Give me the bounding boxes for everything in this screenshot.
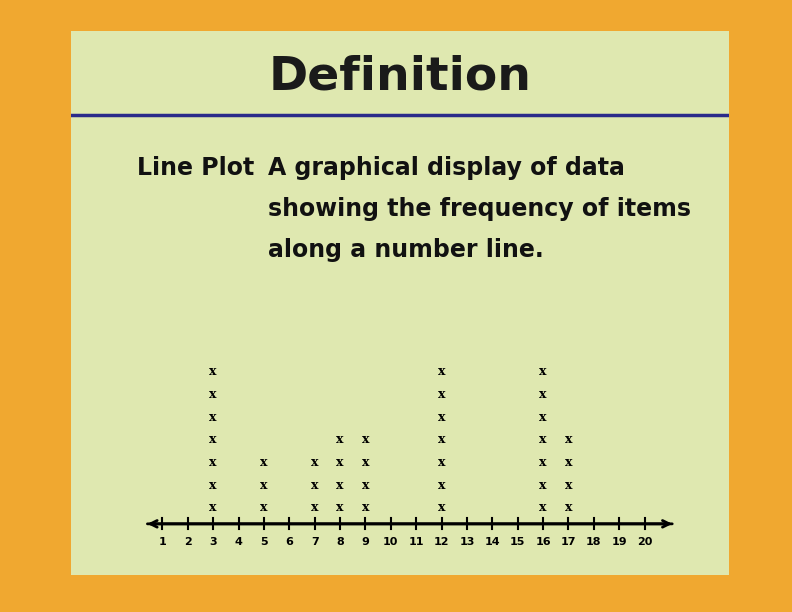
Text: x: x xyxy=(209,388,217,401)
Text: showing the frequency of items: showing the frequency of items xyxy=(268,196,691,221)
Text: Definition: Definition xyxy=(268,54,531,99)
Text: x: x xyxy=(565,433,572,446)
Text: 4: 4 xyxy=(234,537,242,547)
Text: x: x xyxy=(362,501,369,515)
Text: 10: 10 xyxy=(383,537,398,547)
Text: x: x xyxy=(565,501,572,515)
Text: 8: 8 xyxy=(336,537,344,547)
Text: x: x xyxy=(362,456,369,469)
Text: x: x xyxy=(337,433,344,446)
Text: 19: 19 xyxy=(611,537,627,547)
Text: A graphical display of data: A graphical display of data xyxy=(268,156,626,180)
Text: 2: 2 xyxy=(184,537,192,547)
Text: x: x xyxy=(565,479,572,491)
Text: x: x xyxy=(337,501,344,515)
Text: x: x xyxy=(337,456,344,469)
Text: x: x xyxy=(311,456,318,469)
Text: x: x xyxy=(539,433,546,446)
Text: 13: 13 xyxy=(459,537,474,547)
Text: x: x xyxy=(438,388,445,401)
Text: x: x xyxy=(209,501,217,515)
Text: x: x xyxy=(539,456,546,469)
Text: x: x xyxy=(337,479,344,491)
Text: x: x xyxy=(438,479,445,491)
Text: x: x xyxy=(260,456,268,469)
Text: 12: 12 xyxy=(434,537,449,547)
Text: 17: 17 xyxy=(561,537,576,547)
Text: 6: 6 xyxy=(285,537,293,547)
Text: 9: 9 xyxy=(361,537,369,547)
Text: x: x xyxy=(209,456,217,469)
Text: x: x xyxy=(209,479,217,491)
Text: x: x xyxy=(539,479,546,491)
Text: 1: 1 xyxy=(158,537,166,547)
Text: x: x xyxy=(565,456,572,469)
Text: along a number line.: along a number line. xyxy=(268,237,544,261)
Text: 14: 14 xyxy=(485,537,500,547)
Text: 18: 18 xyxy=(586,537,602,547)
Text: 15: 15 xyxy=(510,537,525,547)
Text: x: x xyxy=(438,501,445,515)
Text: x: x xyxy=(311,479,318,491)
Text: x: x xyxy=(438,456,445,469)
Text: 16: 16 xyxy=(535,537,551,547)
Text: x: x xyxy=(438,411,445,424)
Text: 3: 3 xyxy=(209,537,217,547)
Text: x: x xyxy=(438,365,445,378)
Text: x: x xyxy=(539,411,546,424)
Text: Line Plot: Line Plot xyxy=(137,156,254,180)
Text: x: x xyxy=(311,501,318,515)
Text: x: x xyxy=(209,411,217,424)
Text: x: x xyxy=(209,365,217,378)
Text: x: x xyxy=(539,365,546,378)
Text: x: x xyxy=(260,479,268,491)
Text: 20: 20 xyxy=(637,537,653,547)
Text: x: x xyxy=(539,388,546,401)
Text: x: x xyxy=(362,433,369,446)
Text: 7: 7 xyxy=(310,537,318,547)
Text: x: x xyxy=(362,479,369,491)
Text: 11: 11 xyxy=(409,537,424,547)
Text: x: x xyxy=(438,433,445,446)
Text: x: x xyxy=(209,433,217,446)
Text: 5: 5 xyxy=(260,537,268,547)
Text: x: x xyxy=(539,501,546,515)
Text: x: x xyxy=(260,501,268,515)
